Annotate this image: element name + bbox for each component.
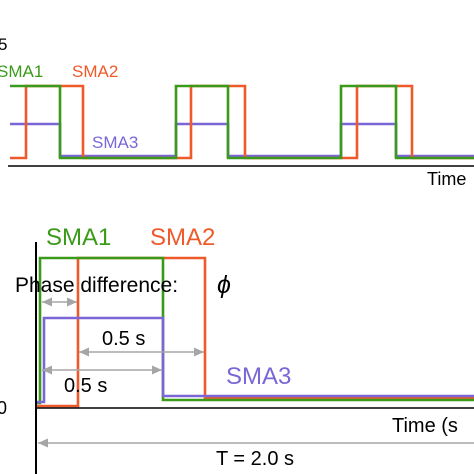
period-label: T = 2.0 s: [216, 448, 294, 470]
top-sma2-waveform: [10, 84, 474, 160]
bottom-y-tick: 0: [0, 398, 7, 418]
top-legend-sma1: SMA1: [0, 62, 43, 81]
top-sma3-waveform: [10, 122, 474, 158]
top-panel: 5 SMA1 SMA2 SMA3 Time: [0, 35, 474, 189]
bottom-sma3-waveform: [36, 316, 474, 404]
bottom-label-sma3: SMA3: [226, 363, 291, 390]
bottom-x-axis-label: Time (s: [392, 415, 458, 437]
phase-difference-label: Phase difference:: [15, 274, 178, 297]
top-x-axis-label: Time: [427, 169, 466, 189]
top-sma1-waveform: [10, 84, 474, 160]
top-legend-sma2: SMA2: [72, 62, 118, 81]
top-legend-sma3: SMA3: [92, 133, 138, 152]
bottom-label-sma1: SMA1: [46, 224, 111, 251]
lower-half-period-label: 0.5 s: [64, 375, 107, 397]
bottom-panel: SMA1 SMA2 SMA3 Phase difference: ϕ 0.5 s…: [0, 224, 474, 474]
top-y-tick: 5: [0, 35, 7, 54]
bottom-label-sma2: SMA2: [150, 224, 215, 251]
upper-half-period-label: 0.5 s: [102, 328, 145, 350]
phase-symbol: ϕ: [217, 271, 231, 299]
